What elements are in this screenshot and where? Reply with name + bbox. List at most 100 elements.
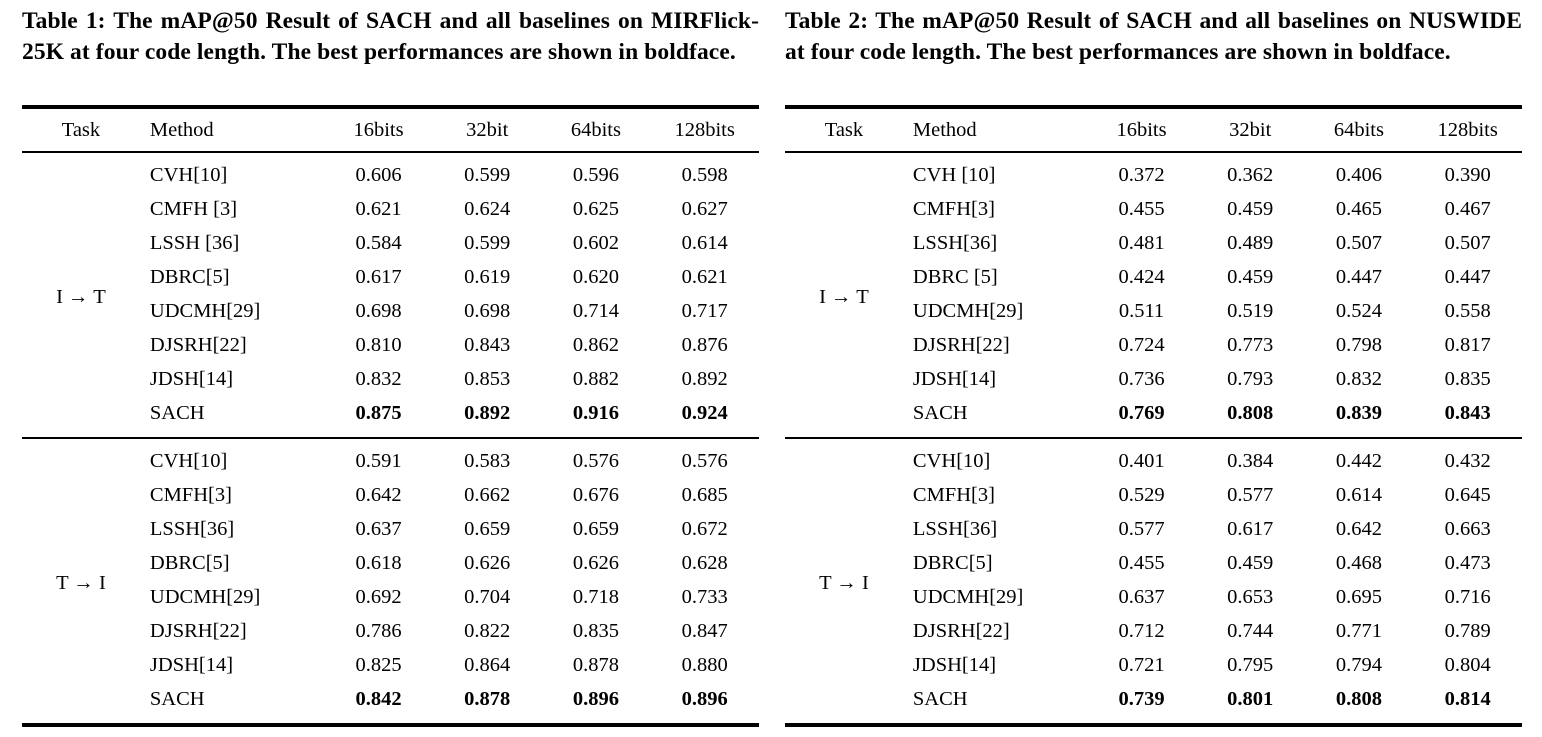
method-cell: JDSH[14] [912, 654, 997, 676]
method-cell: LSSH[36] [912, 232, 998, 254]
table-block-2: Table 2: The mAP@50 Result of SACH and a… [785, 6, 1522, 737]
value-cell: 0.602 [572, 232, 619, 254]
value-cell: 0.798 [1335, 334, 1382, 356]
value-cell: 0.467 [1444, 198, 1491, 220]
value-cell: 0.718 [572, 586, 619, 608]
task-section-2: T → I CVH[10] 0.591 0.583 0.576 0.576 CMFH[3] 0… [22, 438, 759, 725]
value-cell: 0.459 [1227, 266, 1274, 288]
method-cell: SACH [912, 402, 968, 424]
value-cell: 0.794 [1335, 654, 1382, 676]
method-cell: JDSH[14] [149, 368, 234, 390]
value-cell: 0.507 [1444, 232, 1491, 254]
table-row: LSSH[36] 0.577 0.617 0.642 0.663 [785, 513, 1522, 547]
value-cell: 0.698 [355, 300, 402, 322]
table-row: SACH 0.769 0.808 0.839 0.843 [785, 397, 1522, 438]
table-row: T → I CVH[10] 0.591 0.583 0.576 0.576 [22, 438, 759, 594]
value-cell: 0.672 [681, 518, 728, 540]
value-cell: 0.692 [355, 586, 402, 608]
value-cell: 0.835 [1444, 368, 1491, 390]
value-cell: 0.804 [1444, 654, 1491, 676]
value-cell: 0.793 [1227, 368, 1274, 390]
method-cell: UDCMH[29] [912, 300, 1024, 322]
value-cell: 0.864 [464, 654, 511, 676]
value-cell: 0.481 [1118, 232, 1165, 254]
value-cell: 0.628 [681, 552, 728, 574]
value-cell: 0.653 [1227, 586, 1274, 608]
value-cell: 0.892 [464, 402, 511, 424]
value-cell: 0.621 [355, 198, 402, 220]
table-row: JDSH[14] 0.736 0.793 0.832 0.835 [785, 363, 1522, 397]
task-label: I → T [819, 286, 869, 308]
value-cell: 0.614 [1335, 484, 1382, 506]
value-cell: 0.511 [1118, 300, 1165, 322]
value-cell: 0.789 [1444, 620, 1491, 642]
table-row: JDSH[14] 0.825 0.864 0.878 0.880 [22, 649, 759, 683]
table-caption: Table 1: The mAP@50 Result of SACH and a… [22, 8, 759, 66]
table-row: I → T CVH[10] 0.606 0.599 0.596 0.598 [22, 152, 759, 308]
header-row: Task Method 16bits 32bit 64bits 128bits [22, 106, 759, 153]
method-cell: DBRC [5] [912, 266, 998, 288]
value-cell: 0.468 [1335, 552, 1382, 574]
method-cell: JDSH[14] [912, 368, 997, 390]
value-cell: 0.814 [1444, 688, 1491, 710]
value-cell: 0.832 [1335, 368, 1382, 390]
method-cell: DBRC[5] [149, 266, 230, 288]
method-cell: JDSH[14] [149, 654, 234, 676]
value-cell: 0.832 [355, 368, 402, 390]
value-cell: 0.808 [1335, 688, 1382, 710]
value-cell: 0.878 [464, 688, 511, 710]
value-cell: 0.878 [572, 654, 619, 676]
value-cell: 0.645 [1444, 484, 1491, 506]
value-cell: 0.892 [681, 368, 728, 390]
value-cell: 0.736 [1118, 368, 1165, 390]
value-cell: 0.617 [1227, 518, 1274, 540]
table-header: Task Method 16bits 32bit 64bits 128bits [785, 106, 1522, 153]
method-cell: CVH [10] [912, 164, 996, 186]
table-row: DJSRH[22] 0.724 0.773 0.798 0.817 [785, 329, 1522, 363]
method-cell: CVH[10] [149, 164, 228, 186]
task-label: I → T [56, 286, 106, 308]
value-cell: 0.529 [1118, 484, 1165, 506]
value-cell: 0.822 [464, 620, 511, 642]
tables-container: Table 1: The mAP@50 Result of SACH and a… [22, 6, 1522, 737]
value-cell: 0.769 [1118, 402, 1165, 424]
table-row: UDCMH[29] 0.698 0.698 0.714 0.717 [22, 295, 759, 329]
method-cell: CMFH[3] [912, 198, 995, 220]
method-cell: DJSRH[22] [912, 334, 1010, 356]
column-header: 32bit [432, 106, 542, 153]
value-cell: 0.771 [1335, 620, 1382, 642]
method-cell: SACH [912, 688, 968, 710]
value-cell: 0.637 [355, 518, 402, 540]
value-cell: 0.591 [355, 450, 402, 472]
value-cell: 0.862 [572, 334, 619, 356]
table-row: LSSH[36] 0.637 0.659 0.659 0.672 [22, 513, 759, 547]
value-cell: 0.712 [1118, 620, 1165, 642]
value-cell: 0.843 [1444, 402, 1491, 424]
value-cell: 0.362 [1227, 164, 1274, 186]
column-header: Task [22, 106, 140, 153]
value-cell: 0.717 [681, 300, 728, 322]
value-cell: 0.584 [355, 232, 402, 254]
table-row: CMFH[3] 0.455 0.459 0.465 0.467 [785, 193, 1522, 227]
value-cell: 0.847 [681, 620, 728, 642]
value-cell: 0.459 [1227, 198, 1274, 220]
value-cell: 0.619 [464, 266, 511, 288]
table-header: Task Method 16bits 32bit 64bits 128bits [22, 106, 759, 153]
value-cell: 0.924 [681, 402, 728, 424]
value-cell: 0.473 [1444, 552, 1491, 574]
table-row: JDSH[14] 0.721 0.795 0.794 0.804 [785, 649, 1522, 683]
value-cell: 0.401 [1118, 450, 1165, 472]
value-cell: 0.519 [1227, 300, 1274, 322]
table-row: DBRC [5] 0.424 0.459 0.447 0.447 [785, 261, 1522, 295]
value-cell: 0.642 [1335, 518, 1382, 540]
table-row: DJSRH[22] 0.810 0.843 0.862 0.876 [22, 329, 759, 363]
value-cell: 0.786 [355, 620, 402, 642]
value-cell: 0.620 [572, 266, 619, 288]
value-cell: 0.524 [1335, 300, 1382, 322]
value-cell: 0.739 [1118, 688, 1165, 710]
value-cell: 0.704 [464, 586, 511, 608]
value-cell: 0.721 [1118, 654, 1165, 676]
value-cell: 0.621 [681, 266, 728, 288]
value-cell: 0.424 [1118, 266, 1165, 288]
